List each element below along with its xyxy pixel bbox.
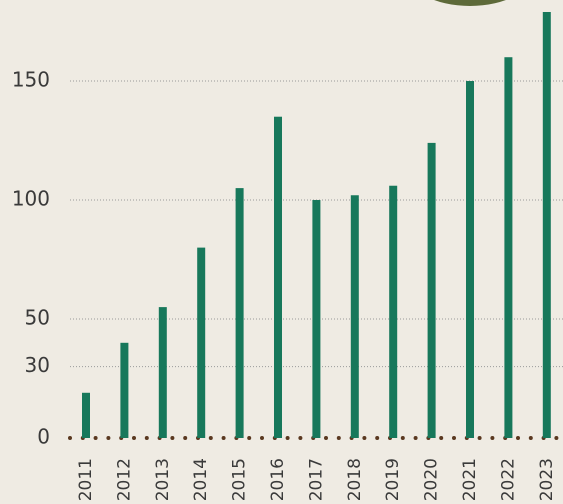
- x-tick-label: 2013: [153, 458, 173, 501]
- y-tick-label: 50: [25, 306, 50, 330]
- bar: [312, 200, 320, 438]
- y-tick-label: 0: [37, 425, 50, 449]
- bar: [466, 81, 474, 438]
- x-tick-label: 2018: [345, 458, 365, 501]
- bar: [236, 188, 244, 438]
- x-tick-label: 2023: [537, 458, 557, 501]
- y-tick-label: 100: [12, 187, 50, 211]
- bar: [428, 143, 436, 438]
- bar: [159, 307, 167, 438]
- bar: [82, 393, 90, 438]
- x-tick-label: 2012: [114, 458, 134, 501]
- y-tick-label: 30: [25, 353, 50, 377]
- bar: [543, 12, 551, 438]
- bar: [389, 186, 397, 438]
- x-tick-label: 2017: [306, 458, 326, 501]
- bar: [274, 117, 282, 438]
- x-tick-label: 2021: [460, 458, 480, 501]
- x-tick-label: 2011: [76, 458, 96, 501]
- bar: [504, 57, 512, 438]
- x-tick-label: 2019: [383, 458, 403, 501]
- x-tick-label: 2014: [191, 458, 211, 501]
- chart: 0 30 50 100 150 2011 2012 2013 2014 2015 2016 2017 2…: [0, 0, 563, 504]
- x-tick-label: 2015: [230, 458, 250, 501]
- x-tick-label: 2020: [422, 458, 442, 501]
- x-tick-label: 2016: [268, 458, 288, 501]
- bar: [351, 195, 359, 438]
- bar: [197, 248, 205, 438]
- y-tick-label: 150: [12, 68, 50, 92]
- bar: [120, 343, 128, 438]
- x-tick-label: 2022: [498, 458, 518, 501]
